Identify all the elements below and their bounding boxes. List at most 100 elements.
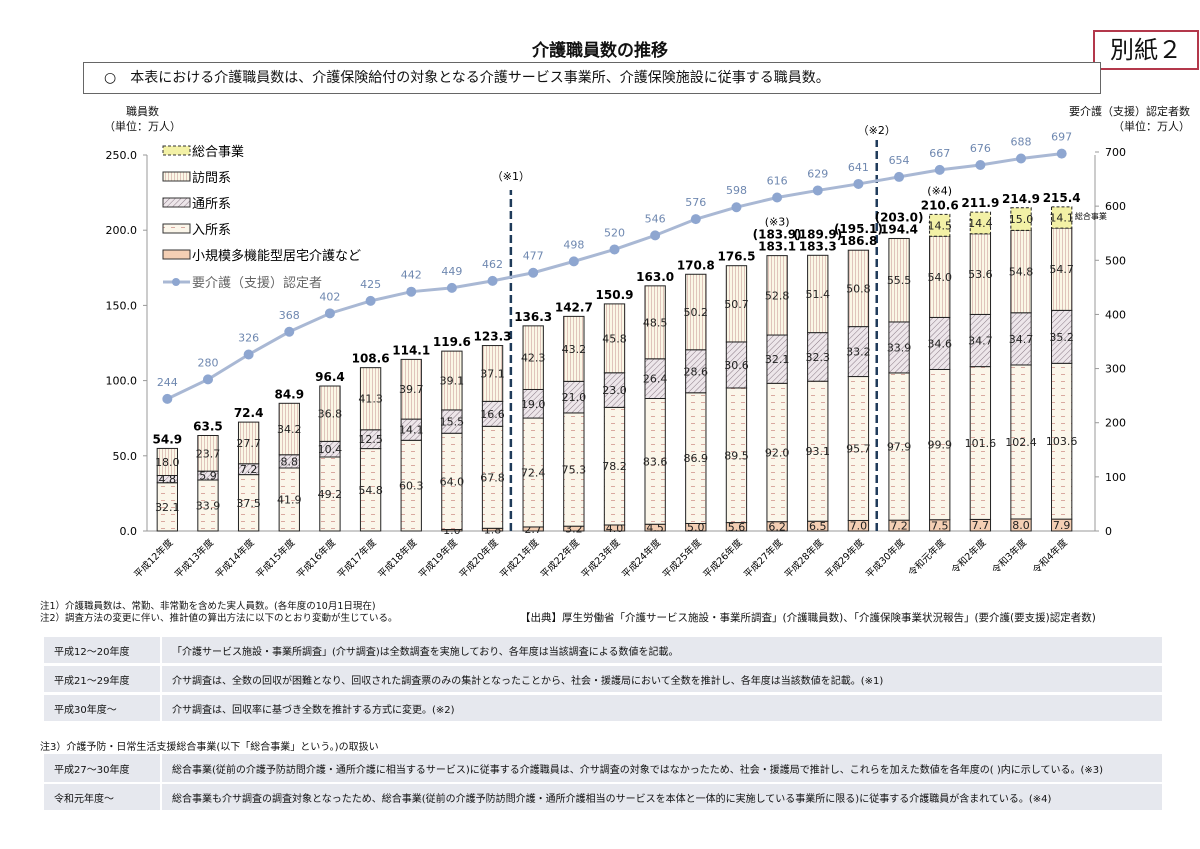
total-label: 170.8 bbox=[677, 258, 715, 272]
segment-value-label: 32.1 bbox=[155, 501, 180, 514]
x-tick-label: 平成27年度 bbox=[741, 536, 785, 580]
x-tick-label: 平成17年度 bbox=[335, 536, 379, 580]
x-tick-label: 平成24年度 bbox=[619, 536, 663, 580]
line-marker bbox=[853, 178, 864, 189]
segment-value-label: 39.7 bbox=[399, 383, 424, 396]
segment-value-label: 53.6 bbox=[968, 268, 993, 281]
total-label: 119.6 bbox=[433, 335, 471, 349]
x-tick-label: 平成25年度 bbox=[660, 536, 704, 580]
y2-tick-label: 600 bbox=[1105, 200, 1126, 213]
segment-value-label: 21.0 bbox=[562, 391, 587, 404]
table-row: 平成30年度～ 介サ調査は、回収率に基づき全数を推計する方式に変更。(※2) bbox=[44, 695, 1162, 721]
source-citation: 【出典】厚生労働省「介護サービス施設・事業所調査」(介護職員数)、「介護保険事業… bbox=[520, 612, 1096, 624]
segment-value-label: 7.2 bbox=[240, 463, 258, 476]
bar-segment bbox=[1010, 207, 1032, 231]
total-paren-label: (189.9) bbox=[793, 227, 842, 241]
bar-segment bbox=[481, 345, 504, 402]
segment-value-label: 35.2 bbox=[1049, 331, 1074, 344]
x-tick-label: 平成19年度 bbox=[416, 536, 460, 580]
x-tick-label: 平成21年度 bbox=[497, 536, 541, 580]
line-marker bbox=[284, 326, 295, 337]
period-cell: 平成27～30年度 bbox=[44, 754, 162, 782]
segment-value-label: 4.5 bbox=[646, 522, 664, 535]
stacked-bar-line-chart: 0.0 50.0 100.0 150.0 200.0 250.0 0 100 200 300 400… bbox=[106, 124, 1127, 581]
total-label: 214.9 bbox=[1002, 192, 1040, 206]
segment-value-label: 92.0 bbox=[765, 446, 790, 459]
bar-segment bbox=[644, 285, 666, 360]
segment-value-label: 75.3 bbox=[562, 464, 587, 477]
segment-value-label: 39.1 bbox=[440, 375, 465, 388]
segment-value-label: 12.5 bbox=[358, 433, 383, 446]
segment-value-label: 37.5 bbox=[236, 497, 261, 510]
line-marker bbox=[528, 267, 539, 278]
segment-value-label: 89.5 bbox=[724, 449, 749, 462]
bar-segment bbox=[969, 211, 992, 235]
annotation-note1: （※1） bbox=[492, 170, 530, 183]
segment-value-label: 8.8 bbox=[281, 455, 299, 468]
text-cell: 介サ調査は、全数の回収が困難となり、回収された調査票のみの集計となったことから、… bbox=[162, 666, 1162, 692]
line-marker bbox=[731, 202, 742, 213]
text-cell: 総合事業(従前の介護予防訪問介護・通所介護に相当するサービス)に従事する介護職員… bbox=[162, 754, 1162, 782]
total-paren-label: (183.9) bbox=[753, 228, 802, 242]
segment-value-label: 86.9 bbox=[684, 452, 709, 465]
segment-value-label: 83.6 bbox=[643, 455, 668, 468]
line-marker bbox=[1056, 148, 1067, 159]
segment-value-label: 67.8 bbox=[480, 471, 505, 484]
x-tick-label: 平成18年度 bbox=[375, 536, 419, 580]
y2-tick-label: 300 bbox=[1105, 363, 1126, 376]
total-label: 123.3 bbox=[474, 330, 512, 344]
bar-segment bbox=[359, 367, 382, 431]
bar-stack: 32.1 4.8 18.0 54.9 bbox=[153, 432, 182, 532]
line-marker bbox=[690, 214, 701, 225]
bar-segment bbox=[400, 358, 422, 420]
segment-value-label: 34.7 bbox=[968, 335, 993, 348]
line-value-label: 449 bbox=[441, 265, 462, 278]
y-tick-label: 200.0 bbox=[106, 224, 138, 237]
line-value-label: 676 bbox=[970, 142, 991, 155]
segment-value-label: 33.9 bbox=[887, 341, 912, 354]
text-cell: 「介護サービス施設・事業所調査」(介サ調査)は全数調査を実施しており、各年度は当… bbox=[162, 637, 1162, 663]
segment-value-label: 43.2 bbox=[562, 343, 587, 356]
annotation-note2: （※2） bbox=[858, 124, 896, 137]
bar-stack: 54.8 12.5 41.3 108.6 bbox=[352, 352, 390, 532]
line-marker bbox=[406, 286, 417, 297]
legend-label: 小規模多機能型居宅介護など bbox=[192, 248, 361, 264]
line-marker bbox=[365, 295, 376, 306]
segment-value-label: 34.7 bbox=[1009, 333, 1034, 346]
bar-segment bbox=[603, 303, 626, 374]
annotation-note4: (※4) bbox=[927, 184, 952, 197]
y2-tick-label: 700 bbox=[1105, 146, 1126, 159]
line-value-label: 629 bbox=[807, 167, 828, 180]
segment-value-label: 5.9 bbox=[199, 470, 217, 483]
y-tick-label: 50.0 bbox=[113, 450, 138, 463]
x-tick-label: 平成23年度 bbox=[579, 536, 623, 580]
left-axis-label: 職員数 （単位：万人） bbox=[104, 104, 181, 134]
bar-stack: 33.9 5.9 23.7 63.5 bbox=[193, 419, 223, 532]
bar-segment bbox=[522, 325, 544, 390]
line-value-label: 598 bbox=[726, 184, 747, 197]
segment-value-label: 41.3 bbox=[358, 393, 383, 406]
segment-value-label: 28.6 bbox=[684, 365, 709, 378]
line-marker bbox=[446, 282, 457, 293]
bar-stack: 7.9 103.6 35.2 54.7 14.1 215.4 bbox=[1043, 191, 1081, 532]
note-3: 注3）介護予防・日常生活支援総合事業(以下「総合事業」という。)の取扱い bbox=[40, 742, 379, 753]
total-label: 136.3 bbox=[514, 310, 552, 324]
line-value-label: 244 bbox=[157, 376, 178, 389]
line-value-label: 576 bbox=[685, 196, 706, 209]
segment-value-label: 30.6 bbox=[724, 359, 749, 372]
segment-value-label: 36.8 bbox=[318, 408, 343, 421]
segment-value-label: 54.8 bbox=[1009, 266, 1034, 279]
bar-segment bbox=[1051, 206, 1073, 229]
bar-segment bbox=[156, 447, 178, 477]
text-cell: 介サ調査は、回収率に基づき全数を推計する方式に変更。(※2) bbox=[162, 695, 1162, 721]
y2-tick-label: 200 bbox=[1105, 417, 1126, 430]
total-label: 142.7 bbox=[555, 300, 593, 314]
bar-stack: 6.2 92.0 32.1 52.8 183.1(183.9) bbox=[753, 228, 802, 534]
total-label: 114.1 bbox=[392, 343, 430, 357]
total-label: 84.9 bbox=[274, 387, 304, 401]
bar-stack: 7.7 101.6 34.7 53.6 14.4 211.9 bbox=[961, 196, 999, 532]
y-tick-label: 0.0 bbox=[120, 525, 138, 538]
